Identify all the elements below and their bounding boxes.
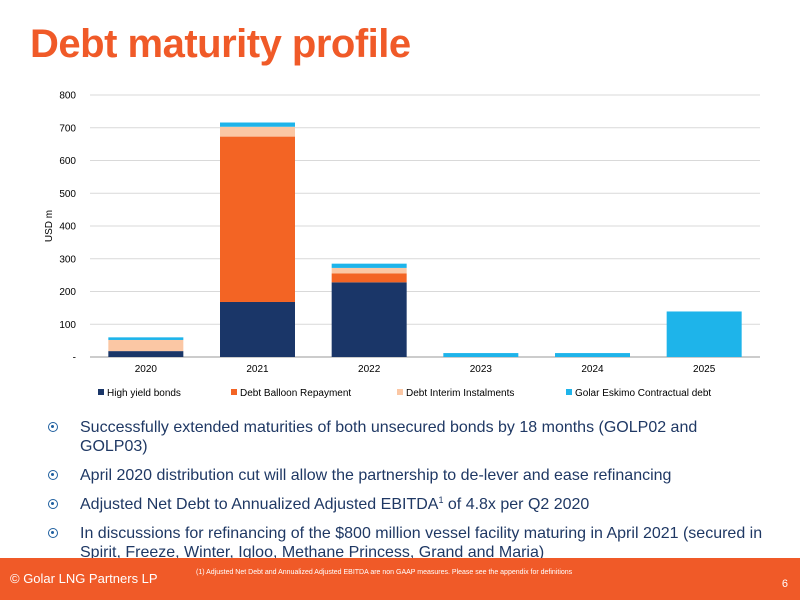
y-tick-label: 100 xyxy=(59,320,76,331)
y-tick-label: 200 xyxy=(59,287,76,298)
page-title: Debt maturity profile xyxy=(30,22,411,66)
bullet-item: Successfully extended maturities of both… xyxy=(48,418,768,456)
legend-label: Golar Eskimo Contractual debt xyxy=(575,388,711,399)
bar-segment xyxy=(555,353,630,357)
bullet-text: Successfully extended maturities of both… xyxy=(80,419,698,455)
bullet-item: April 2020 distribution cut will allow t… xyxy=(48,466,768,485)
y-tick-label: 700 xyxy=(59,123,76,134)
bar-segment xyxy=(108,351,184,357)
bar-segment xyxy=(108,337,184,340)
bullet-item: Adjusted Net Debt to Annualized Adjusted… xyxy=(48,495,768,514)
bullet-text: Adjusted Net Debt to Annualized Adjusted… xyxy=(80,496,439,513)
x-tick-label: 2022 xyxy=(358,364,381,375)
bullet-item: In discussions for refinancing of the $8… xyxy=(48,524,768,562)
y-tick-label: 400 xyxy=(59,222,76,233)
copyright: © Golar LNG Partners LP xyxy=(10,571,158,586)
bullet-icon xyxy=(48,499,58,509)
bars xyxy=(108,122,742,357)
x-tick-label: 2020 xyxy=(135,364,158,375)
footnote-marker: 1 xyxy=(438,495,444,505)
bar-segment xyxy=(331,267,407,274)
bullet-text: April 2020 distribution cut will allow t… xyxy=(80,467,672,484)
footnote: (1) Adjusted Net Debt and Annualized Adj… xyxy=(196,569,573,576)
axes: - 100 200 300 400 500 600 700 800 2020 2021 2022 202… xyxy=(59,91,715,376)
legend-swatch xyxy=(98,389,104,395)
legend-swatch xyxy=(231,389,237,395)
bullet-list: Successfully extended maturities of both… xyxy=(48,418,768,572)
debt-maturity-chart: - 100 200 300 400 500 600 700 800 2020 2021 2022 202… xyxy=(44,91,760,399)
legend: High yield bonds Debt Balloon Repayment De… xyxy=(98,388,711,399)
bullet-icon xyxy=(48,470,58,480)
bar-segment xyxy=(220,301,295,357)
bar-segment xyxy=(331,282,407,357)
legend-swatch xyxy=(566,389,572,395)
y-tick-label: - xyxy=(73,353,76,364)
x-tick-label: 2021 xyxy=(246,364,269,375)
legend-label: Debt Interim Instalments xyxy=(406,388,514,399)
bar-segment xyxy=(220,136,295,302)
y-tick-label: 600 xyxy=(59,156,76,167)
y-tick-label: 300 xyxy=(59,254,76,265)
y-axis-label: USD m xyxy=(44,210,55,242)
legend-label: High yield bonds xyxy=(107,388,181,399)
bar-segment xyxy=(220,122,295,127)
bar-segment xyxy=(220,126,295,137)
legend-label: Debt Balloon Repayment xyxy=(240,388,351,399)
gridlines xyxy=(90,94,760,358)
bullet-icon xyxy=(48,528,58,538)
y-tick-label: 800 xyxy=(59,91,76,102)
bullet-text: In discussions for refinancing of the $8… xyxy=(80,525,763,561)
x-tick-label: 2024 xyxy=(581,364,604,375)
bar-segment xyxy=(108,339,184,352)
bar-segment xyxy=(666,311,742,357)
bullet-text-tail: of 4.8x per Q2 2020 xyxy=(443,496,590,513)
page-number: 6 xyxy=(781,578,788,590)
bar-segment xyxy=(331,263,407,268)
x-tick-label: 2023 xyxy=(470,364,493,375)
legend-swatch xyxy=(397,389,403,395)
x-tick-label: 2025 xyxy=(693,364,716,375)
y-tick-label: 500 xyxy=(59,189,76,200)
footer-bar: © Golar LNG Partners LP (1) Adjusted Net… xyxy=(0,558,800,600)
bar-segment xyxy=(443,353,519,357)
bullet-icon xyxy=(48,422,58,432)
bar-segment xyxy=(331,273,407,283)
